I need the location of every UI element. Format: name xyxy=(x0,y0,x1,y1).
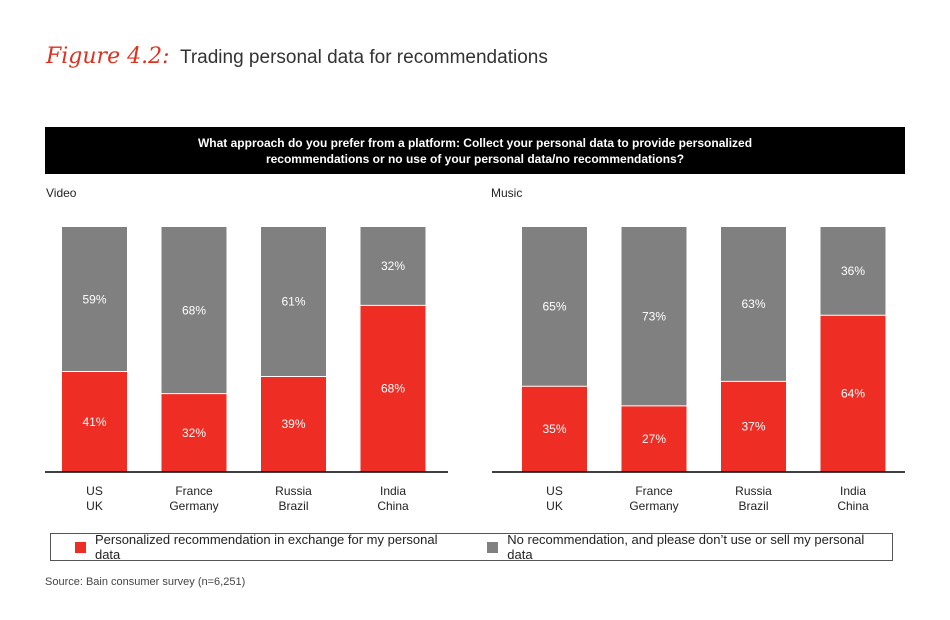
category-label-0-3-0: India xyxy=(380,484,406,498)
legend: Personalized recommendation in exchange … xyxy=(50,532,893,562)
legend-swatch-personalized xyxy=(75,541,86,553)
data-label-1-2-1: 63% xyxy=(741,297,765,311)
data-label-0-0-0: 41% xyxy=(82,415,106,429)
bar-0-1-1 xyxy=(161,227,227,394)
legend-label-personalized: Personalized recommendation in exchange … xyxy=(94,532,438,562)
bar-1-0-0 xyxy=(522,386,587,472)
data-label-1-1-0: 27% xyxy=(642,432,666,446)
survey-question-banner: What approach do you prefer from a platf… xyxy=(45,127,905,174)
bar-0-0-1 xyxy=(62,227,127,372)
figure-title-text: Trading personal data for recommendation… xyxy=(179,47,548,68)
data-label-0-2-0: 39% xyxy=(281,417,305,431)
source-note: Source: Bain consumer survey (n=6,251) xyxy=(45,576,246,588)
legend-item-personalized: Personalized recommendation in exchange … xyxy=(75,532,465,562)
panel-label-0: Video xyxy=(46,186,77,200)
data-label-0-3-0: 68% xyxy=(381,382,405,396)
bar-1-2-1 xyxy=(721,227,786,382)
panel-label-1: Music xyxy=(491,186,522,200)
bar-0-2-1 xyxy=(261,227,326,377)
category-label-0-1-1: Germany xyxy=(169,499,218,513)
data-label-0-2-1: 61% xyxy=(281,295,305,309)
category-label-0-3-1: China xyxy=(377,499,409,513)
legend-item-no-recommendation: No recommendation, and please don’t use … xyxy=(487,532,892,562)
category-label-0-0-1: UK xyxy=(86,499,103,513)
data-label-1-0-0: 35% xyxy=(542,422,566,436)
bar-0-2-0 xyxy=(261,376,326,472)
category-label-1-2-1: Brazil xyxy=(738,499,768,513)
category-label-1-3-1: China xyxy=(837,499,869,513)
bar-0-3-0 xyxy=(360,305,426,472)
survey-question-text: What approach do you prefer from a platf… xyxy=(197,135,753,166)
data-label-0-0-1: 59% xyxy=(82,292,106,306)
category-label-0-2-0: Russia xyxy=(275,484,312,498)
bar-0-1-0 xyxy=(161,393,227,472)
category-label-0-1-0: France xyxy=(175,484,213,498)
bar-1-3-0 xyxy=(820,315,886,472)
figure-number: Figure 4.2: xyxy=(46,44,170,69)
data-label-1-0-1: 65% xyxy=(542,300,566,314)
category-label-1-0-0: US xyxy=(546,484,563,498)
legend-swatch-no-recommendation xyxy=(487,541,499,553)
bar-0-0-0 xyxy=(62,371,127,472)
legend-label-no-recommendation: No recommendation, and please don’t use … xyxy=(507,532,865,562)
category-label-1-1-1: Germany xyxy=(629,499,678,513)
data-label-0-1-0: 32% xyxy=(182,426,206,440)
category-label-1-1-0: France xyxy=(635,484,673,498)
category-label-1-3-0: India xyxy=(840,484,866,498)
bar-1-1-0 xyxy=(621,405,687,472)
category-label-1-2-0: Russia xyxy=(735,484,772,498)
bar-1-3-1 xyxy=(820,227,886,316)
data-label-1-3-0: 64% xyxy=(841,387,865,401)
category-label-0-0-0: US xyxy=(86,484,103,498)
data-label-1-1-1: 73% xyxy=(642,309,666,323)
data-label-1-2-0: 37% xyxy=(741,420,765,434)
bar-1-0-1 xyxy=(522,227,587,387)
figure-title: Figure 4.2: Trading personal data for re… xyxy=(46,44,548,69)
data-label-0-3-1: 32% xyxy=(381,259,405,273)
data-label-1-3-1: 36% xyxy=(841,264,865,278)
category-label-1-0-1: UK xyxy=(546,499,563,513)
bar-1-1-1 xyxy=(621,227,687,406)
category-label-0-2-1: Brazil xyxy=(278,499,308,513)
bar-1-2-0 xyxy=(721,381,786,472)
bar-0-3-1 xyxy=(360,227,426,306)
data-label-0-1-1: 68% xyxy=(182,303,206,317)
